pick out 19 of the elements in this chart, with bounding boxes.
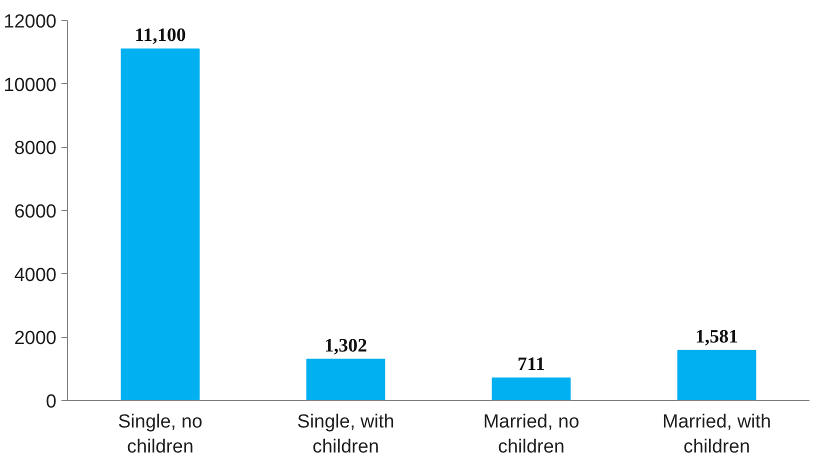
x-tick-label: Married, no children	[483, 412, 580, 458]
x-tick-label: Single, no children	[118, 412, 203, 458]
bar	[120, 48, 200, 400]
data-label: 711	[518, 354, 545, 375]
data-label: 1,581	[695, 326, 738, 348]
x-tick-label: Married, with children	[662, 412, 772, 458]
y-tick-label: 4000	[14, 264, 57, 286]
y-tick-label: 10000	[4, 74, 57, 96]
bar	[492, 377, 571, 400]
y-tick-label: 2000	[14, 328, 57, 350]
y-tick-label: 0	[46, 392, 57, 412]
y-tick-label: 8000	[14, 138, 57, 160]
x-tick-label: Single, with children	[297, 412, 394, 458]
data-label: 1,302	[324, 335, 368, 356]
y-tick-label: 12000	[4, 12, 57, 32]
data-label: 11,100	[134, 25, 186, 46]
bar	[306, 358, 386, 400]
bar	[677, 350, 756, 400]
y-tick-label: 6000	[14, 202, 57, 222]
